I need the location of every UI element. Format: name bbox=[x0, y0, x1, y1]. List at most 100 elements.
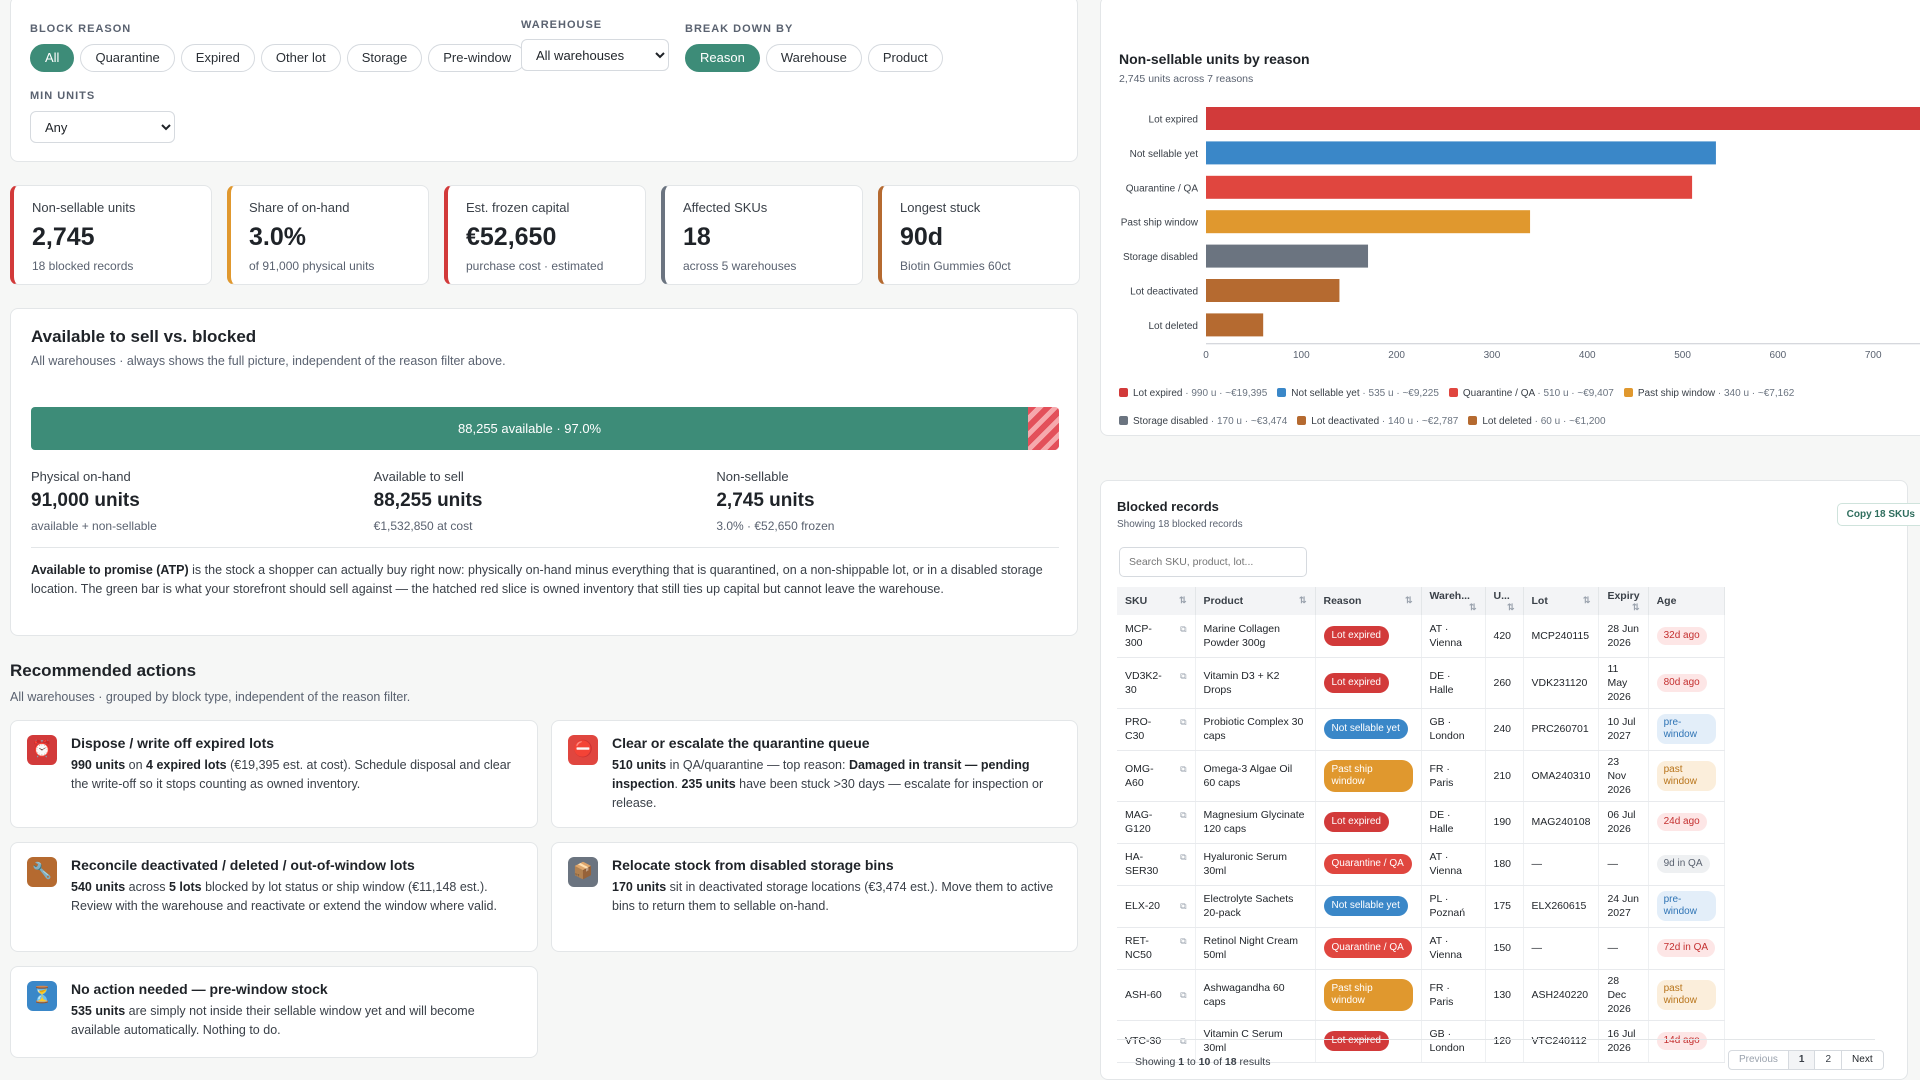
bar[interactable] bbox=[1206, 313, 1264, 337]
copy-icon[interactable]: ⧉ bbox=[1180, 852, 1187, 862]
legend-label: Past ship window bbox=[1637, 388, 1716, 399]
records-search-input[interactable] bbox=[1119, 547, 1307, 577]
bar[interactable] bbox=[1206, 279, 1340, 302]
table-row[interactable]: MAG-G120 ⧉ Magnesium Glycinate 120 caps Lot… bbox=[1117, 801, 1725, 844]
stat-value: 91,000 units bbox=[31, 490, 140, 511]
sku-text: ASH-60 bbox=[1125, 988, 1162, 1001]
table-row[interactable]: HA-SER30 ⧉ Hyaluronic Serum 30ml Quarantine… bbox=[1117, 843, 1725, 886]
column-header[interactable]: Wareh... ⇅ bbox=[1421, 587, 1486, 615]
action-card[interactable]: 🔧 Reconcile deactivated / deleted / out-o… bbox=[10, 842, 538, 952]
previous-page-button[interactable]: Previous bbox=[1728, 1050, 1789, 1070]
lot-cell: PRC260701 bbox=[1523, 708, 1600, 751]
legend-swatch bbox=[1448, 388, 1458, 397]
sort-icon[interactable]: ⇅ bbox=[1506, 601, 1515, 612]
action-text: blocked by lot status or ship window (€1… bbox=[71, 880, 497, 913]
action-card[interactable]: 📦 Relocate stock from disabled storage bi… bbox=[551, 842, 1078, 952]
kpi-value: 90d bbox=[900, 223, 944, 251]
bar[interactable] bbox=[1206, 141, 1716, 165]
category-label: Past ship window bbox=[1121, 218, 1199, 229]
reason-pill-other-lot[interactable]: Other lot bbox=[260, 44, 341, 72]
action-body: 540 units across 5 lots blocked by lot s… bbox=[71, 878, 521, 916]
reason-pill-pre-window[interactable]: Pre-window bbox=[428, 44, 527, 72]
breakdown-pill-reason[interactable]: Reason bbox=[685, 44, 760, 72]
atp-explanation: Available to promise (ATP) is the stock … bbox=[31, 561, 1059, 599]
action-text: . bbox=[674, 777, 682, 791]
table-row[interactable]: ASH-60 ⧉ Ashwagandha 60 caps Past ship wind… bbox=[1117, 969, 1725, 1021]
chart-subtitle: 2,745 units across 7 reasons bbox=[1119, 73, 1254, 85]
column-header[interactable]: Product ⇅ bbox=[1195, 587, 1316, 615]
copy-icon[interactable]: ⧉ bbox=[1180, 623, 1187, 634]
copy-icon[interactable]: ⧉ bbox=[1180, 989, 1187, 1000]
sort-icon[interactable]: ⇅ bbox=[1404, 595, 1413, 605]
warehouse-select[interactable]: All warehouses bbox=[521, 39, 669, 71]
page-2-button[interactable]: 2 bbox=[1814, 1050, 1843, 1070]
page-1-button[interactable]: 1 bbox=[1787, 1050, 1816, 1070]
expiry-cell: 11 May 2026 bbox=[1598, 657, 1649, 709]
column-header[interactable]: Lot ⇅ bbox=[1523, 587, 1600, 615]
sort-icon[interactable]: ⇅ bbox=[1632, 601, 1640, 612]
pagination-summary: Showing 1 to 10 of 18 results bbox=[1135, 1056, 1270, 1068]
sort-icon[interactable]: ⇅ bbox=[1298, 595, 1307, 605]
bar[interactable] bbox=[1206, 244, 1369, 268]
action-card[interactable]: ⛔ Clear or escalate the quarantine queue 5… bbox=[551, 720, 1078, 828]
column-header[interactable]: Expiry ⇅ bbox=[1598, 587, 1649, 615]
table-row[interactable]: MCP-300 ⧉ Marine Collagen Powder 300g Lot e… bbox=[1117, 615, 1725, 658]
sort-icon[interactable]: ⇅ bbox=[1468, 601, 1477, 612]
column-header[interactable]: SKU ⇅ bbox=[1117, 587, 1196, 615]
age-cell: pre-window bbox=[1648, 885, 1725, 928]
action-highlight: 4 expired lots bbox=[146, 758, 227, 772]
breakdown-pill-product[interactable]: Product bbox=[867, 44, 943, 72]
reason-pill-expired[interactable]: Expired bbox=[180, 44, 255, 72]
copy-icon[interactable]: ⧉ bbox=[1180, 717, 1187, 727]
bar[interactable] bbox=[1206, 107, 1920, 130]
table-row[interactable]: VTC-30 ⧉ Vitamin C Serum 30ml Lot expired GB… bbox=[1117, 1020, 1725, 1063]
bar[interactable] bbox=[1206, 210, 1531, 234]
copy-icon[interactable]: ⧉ bbox=[1180, 901, 1187, 911]
sort-icon[interactable]: ⇅ bbox=[1582, 595, 1591, 605]
warehouse-cell: AT · Vienna bbox=[1421, 927, 1486, 970]
min-units-label: MIN UNITS bbox=[30, 90, 96, 102]
breakdown-label: BREAK DOWN BY bbox=[685, 23, 794, 35]
table-row[interactable]: VD3K2-30 ⧉ Vitamin D3 + K2 Drops Lot expire… bbox=[1117, 657, 1725, 709]
reason-pill-all[interactable]: All bbox=[30, 44, 75, 72]
copy-icon[interactable]: ⧉ bbox=[1180, 670, 1187, 681]
breakdown-pill-warehouse[interactable]: Warehouse bbox=[765, 44, 862, 72]
column-header[interactable]: Age bbox=[1648, 587, 1725, 615]
next-page-button[interactable]: Next bbox=[1841, 1050, 1884, 1070]
copy-icon[interactable]: ⧉ bbox=[1180, 936, 1187, 946]
column-header[interactable]: U... ⇅ bbox=[1485, 587, 1524, 615]
units-cell: 120 bbox=[1485, 1020, 1524, 1063]
records-card: Blocked records Showing 18 blocked recor… bbox=[1100, 480, 1920, 1080]
reason-pill-quarantine[interactable]: Quarantine bbox=[80, 44, 175, 72]
sort-icon[interactable]: ⇅ bbox=[1178, 595, 1187, 605]
copy-icon[interactable]: ⧉ bbox=[1180, 810, 1187, 820]
legend-item: Storage disabled · 170 u · ~€3,474 bbox=[1119, 409, 1287, 435]
kpi-value: 18 bbox=[683, 223, 711, 251]
bar[interactable] bbox=[1206, 175, 1693, 199]
units-cell: 175 bbox=[1485, 885, 1524, 928]
copy-icon[interactable]: ⧉ bbox=[1180, 763, 1187, 774]
atp-text: is the stock a shopper can actually buy … bbox=[31, 563, 1043, 596]
column-label: Lot bbox=[1531, 595, 1548, 607]
table-row[interactable]: OMG-A60 ⧉ Omega-3 Algae Oil 60 caps Past sh… bbox=[1117, 750, 1725, 802]
action-body: 990 units on 4 expired lots (€19,395 est… bbox=[71, 756, 521, 794]
sku-cell: HA-SER30 ⧉ bbox=[1117, 843, 1196, 886]
table-row[interactable]: ELX-20 ⧉ Electrolyte Sachets 20-pack Not se… bbox=[1117, 885, 1725, 928]
copy-icon[interactable]: ⧉ bbox=[1180, 1036, 1187, 1046]
copy-skus-button[interactable]: Copy 18 SKUs bbox=[1836, 503, 1920, 526]
no-entry-icon: ⛔ bbox=[568, 735, 598, 765]
sku-text: RET-NC50 bbox=[1125, 935, 1152, 961]
action-card[interactable]: ⏳ No action needed — pre-window stock 535 … bbox=[10, 966, 538, 1058]
action-body: 510 units in QA/quarantine — top reason:… bbox=[612, 756, 1061, 813]
reason-pill-storage[interactable]: Storage bbox=[346, 44, 423, 72]
column-header[interactable]: Reason ⇅ bbox=[1315, 587, 1422, 615]
table-row[interactable]: PRO-C30 ⧉ Probiotic Complex 30 caps Not sel… bbox=[1117, 708, 1725, 751]
action-text: across bbox=[125, 880, 169, 894]
lot-cell: ELX260615 bbox=[1523, 885, 1600, 928]
action-card[interactable]: ⏰ Dispose / write off expired lots 990 uni… bbox=[10, 720, 538, 828]
table-row[interactable]: RET-NC50 ⧉ Retinol Night Cream 50ml Quarant… bbox=[1117, 927, 1725, 970]
min-units-select[interactable]: Any bbox=[30, 111, 175, 143]
sku-cell: VTC-30 ⧉ bbox=[1117, 1020, 1196, 1063]
blocked-segment bbox=[1028, 407, 1059, 450]
lot-cell: VTC240112 bbox=[1523, 1020, 1600, 1063]
